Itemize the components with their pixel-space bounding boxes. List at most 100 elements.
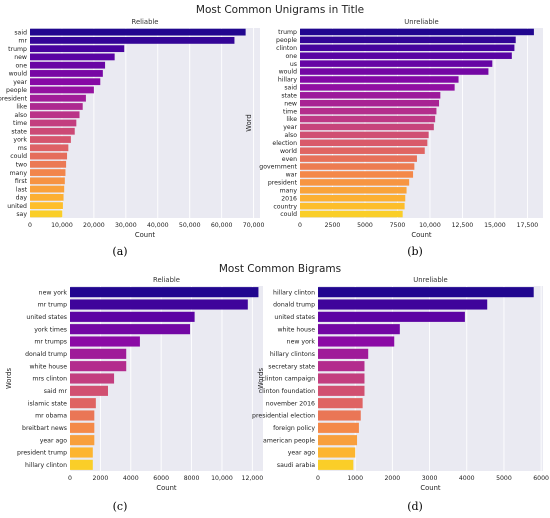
bar [300,194,406,202]
bar [318,348,369,359]
bar [300,99,440,107]
bar [70,287,259,298]
y-tick-label: people [6,87,27,94]
chart-title: Unreliable [404,18,438,26]
y-tick-label: secretary state [268,363,315,370]
y-tick-label: could [280,211,297,218]
x-tick-label: 40,000 [147,222,169,229]
x-tick-label: 4000 [459,475,475,482]
subcaption-a: (a) [112,245,127,258]
y-tick-label: like [16,104,27,111]
bar [30,177,65,185]
y-tick-label: last [16,186,28,193]
bar [300,131,429,139]
y-tick-label: clinton campaign [262,376,315,383]
y-tick-label: also [14,112,27,119]
bar [318,299,488,310]
bar [70,361,127,372]
subcaption-d: (d) [407,500,423,513]
bar [300,123,434,131]
bar [30,103,83,110]
bar [30,70,103,77]
y-tick-label: new [284,100,297,107]
y-tick-label: new [14,54,27,61]
subcaption-c: (c) [113,500,128,513]
y-tick-label: state [11,128,27,135]
bar [300,92,441,99]
x-tick-label: 0 [28,222,32,229]
y-tick-label: state [281,92,297,99]
x-tick-label: 12,500 [452,222,474,229]
bar [70,336,140,347]
y-tick-label: white house [277,326,315,333]
bar [318,311,465,322]
figure-title-unigrams: Most Common Unigrams in Title [196,4,364,16]
bar [30,78,101,86]
y-tick-label: president [0,95,28,102]
bar [318,287,534,298]
y-tick-label: us [290,61,297,68]
bar [70,435,95,446]
bar [30,111,80,119]
bar [318,447,356,458]
y-tick-label: new york [287,339,316,346]
bar [318,410,361,421]
y-tick-label: said mr [44,388,68,395]
bar [300,36,516,44]
x-tick-label: 2000 [385,475,401,482]
x-axis-label: Count [156,484,177,492]
bar [318,324,400,335]
bar [30,144,69,152]
y-tick-label: islamic state [28,400,67,407]
panel-reliable-unigrams: 0 10,000 20,000 30,000 40,000 50,000 60,000 70,… [0,18,264,239]
bar [300,210,403,218]
bar [70,324,191,335]
x-tick-label: 50,000 [179,222,201,229]
bar [70,447,93,458]
y-tick-label: united states [26,314,67,321]
y-tick-label: hillary clinton [273,289,315,296]
y-tick-label: ms [18,145,27,152]
x-axis-label: Count [411,231,432,239]
x-tick-label: 20,000 [83,222,105,229]
x-tick-label: 10,000 [419,222,441,229]
y-tick-label: year [283,124,297,131]
bar [300,202,405,210]
x-tick-label: 6000 [533,475,549,482]
y-tick-label: united [7,203,27,210]
bar [30,45,125,53]
bar [300,187,407,194]
x-axis-label: Count [135,231,156,239]
chart-title: Reliable [153,276,180,284]
y-tick-label: donald trump [273,302,315,309]
y-tick-label: would [279,69,297,76]
y-tick-label: time [13,120,27,127]
y-tick-label: many [10,170,28,177]
bar [300,163,415,170]
y-tick-label: world [280,148,297,155]
y-tick-label: said [14,29,27,36]
bar [300,28,534,36]
y-tick-label: trump [278,29,297,36]
y-tick-label: year [13,79,27,86]
bar [300,44,515,52]
y-tick-label: york times [34,326,67,333]
plot-background [300,28,543,218]
bar [30,119,77,127]
y-tick-label: hillary clinton [25,462,67,469]
y-tick-label: breitbart news [22,425,67,432]
bar [30,28,246,36]
bar [30,127,75,135]
y-tick-label: york [13,137,27,144]
y-tick-label: clinton [276,45,297,52]
bar [318,385,365,396]
x-tick-label: 10,000 [211,475,233,482]
y-tick-label: government [259,164,297,171]
x-tick-label: 6000 [153,475,169,482]
bar [30,37,235,44]
bar [30,152,68,160]
y-tick-label: election [272,140,297,147]
x-tick-label: 15,000 [484,222,506,229]
bar [300,107,437,115]
